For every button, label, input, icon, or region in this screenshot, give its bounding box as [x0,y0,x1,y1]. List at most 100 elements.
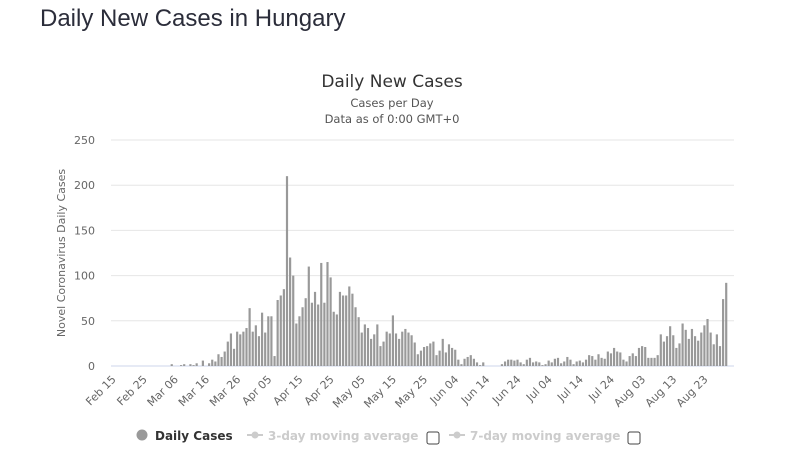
bar[interactable] [248,308,251,366]
bar[interactable] [560,363,563,366]
bar[interactable] [170,364,173,366]
bar[interactable] [644,347,647,366]
bar[interactable] [329,277,332,366]
bar[interactable] [451,347,454,366]
bar[interactable] [535,361,538,366]
bar[interactable] [195,363,198,366]
bar[interactable] [217,354,220,366]
bar[interactable] [681,323,684,366]
bar[interactable] [460,364,463,366]
bar[interactable] [332,311,335,366]
bar[interactable] [718,346,722,366]
bar[interactable] [295,323,298,366]
bar[interactable] [447,344,451,366]
bar[interactable] [298,316,301,366]
bar[interactable] [211,359,214,366]
bar[interactable] [354,307,357,366]
bar[interactable] [373,334,376,366]
7day-average-checkbox[interactable] [627,431,641,445]
bar[interactable] [379,346,382,366]
bar[interactable] [363,324,366,366]
bar[interactable] [556,357,560,366]
bar[interactable] [690,328,694,366]
bar[interactable] [335,314,338,366]
bar[interactable] [360,332,363,366]
bar[interactable] [637,347,641,366]
bar[interactable] [687,338,690,366]
bar[interactable] [282,289,285,366]
bar[interactable] [376,324,379,366]
bar[interactable] [304,298,307,366]
bar[interactable] [563,361,566,366]
bar[interactable] [260,312,264,366]
bar[interactable] [693,336,697,366]
bar[interactable] [584,359,588,366]
bar[interactable] [538,362,541,366]
bar[interactable] [292,275,295,366]
bar[interactable] [703,325,706,366]
legend-item-daily-cases[interactable]: Daily Cases [136,429,233,443]
bar[interactable] [547,360,550,366]
bar[interactable] [525,359,528,366]
bar[interactable] [715,334,718,366]
bar[interactable] [435,355,438,366]
bar[interactable] [307,266,310,366]
bar[interactable] [475,362,479,366]
bar[interactable] [594,359,597,366]
bar[interactable] [326,262,329,366]
bar[interactable] [712,344,715,366]
bar[interactable] [519,362,522,366]
bar[interactable] [650,357,653,366]
bar[interactable] [251,331,254,366]
bar[interactable] [223,351,226,366]
bar[interactable] [482,362,485,366]
bar[interactable] [388,333,391,366]
bar[interactable] [528,357,532,366]
bar[interactable] [279,295,282,366]
bar[interactable] [641,346,644,366]
bar[interactable] [398,338,401,366]
bar[interactable] [631,353,634,366]
bar[interactable] [407,332,410,366]
bar[interactable] [625,361,628,366]
bar[interactable] [276,300,279,366]
bar[interactable] [503,361,507,366]
bar[interactable] [189,364,192,366]
bar[interactable] [513,360,516,366]
bar[interactable] [463,358,466,366]
bar[interactable] [544,364,547,366]
bar[interactable] [270,316,273,366]
bar[interactable] [285,176,289,366]
legend-item-3day-average[interactable]: 3-day moving average [247,429,418,443]
bar[interactable] [323,302,326,366]
bar[interactable] [500,364,504,366]
bar[interactable] [422,347,426,366]
bar[interactable] [289,257,292,366]
bar[interactable] [208,363,211,366]
bar[interactable] [313,291,317,366]
bar[interactable] [612,347,616,366]
bar[interactable] [669,326,672,366]
bar[interactable] [370,338,373,366]
bar[interactable] [229,333,233,366]
bar[interactable] [232,348,236,366]
bar[interactable] [338,291,342,366]
bar[interactable] [441,338,444,366]
bar[interactable] [600,357,603,366]
bar[interactable] [672,335,675,366]
bar[interactable] [432,341,435,366]
bar[interactable] [678,343,681,366]
bar[interactable] [264,332,267,366]
bar[interactable] [522,364,525,366]
bar[interactable] [273,356,276,366]
bar[interactable] [345,295,348,366]
bar[interactable] [662,341,665,366]
bar[interactable] [301,307,304,366]
bar[interactable] [472,358,475,366]
bar[interactable] [438,350,441,366]
bar[interactable] [622,359,625,366]
bar[interactable] [416,354,419,366]
bar[interactable] [214,361,217,366]
bar[interactable] [348,286,351,366]
bar[interactable] [444,352,447,366]
